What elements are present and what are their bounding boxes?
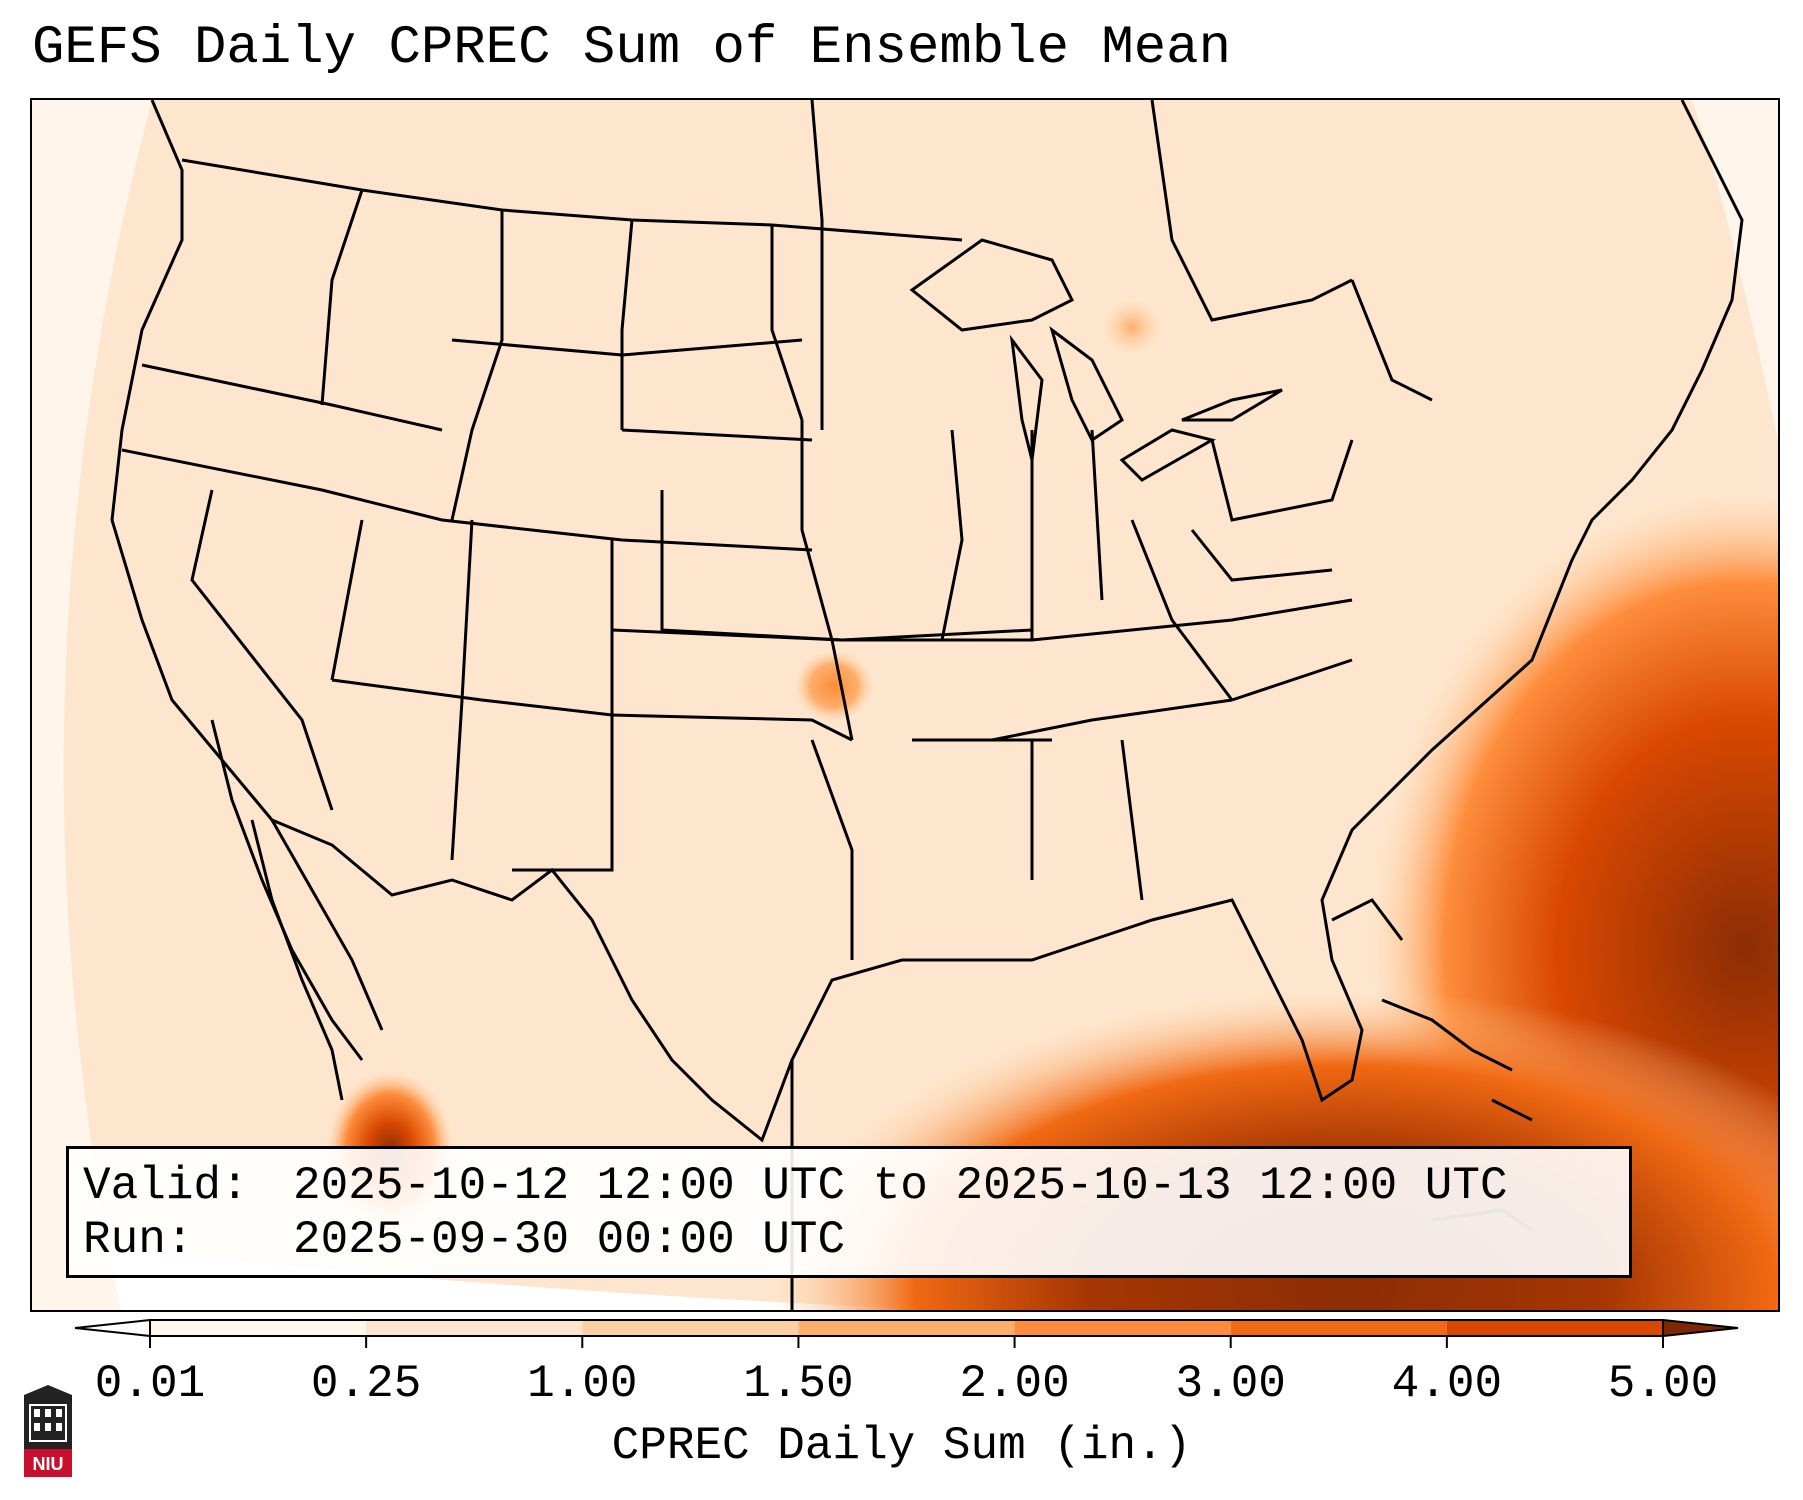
colorbar-tick-label: 1.50 bbox=[743, 1358, 854, 1410]
colorbar-segment bbox=[150, 1320, 367, 1336]
colorbar-segment bbox=[798, 1320, 1015, 1336]
state-boundaries bbox=[121, 100, 1433, 960]
colorbar-tick-label: 3.00 bbox=[1175, 1358, 1286, 1410]
run-label: Run: bbox=[83, 1214, 194, 1266]
lakes-precip bbox=[952, 260, 1252, 540]
map-svg bbox=[32, 100, 1778, 1310]
logo-text: NIU bbox=[33, 1454, 64, 1474]
colorbar-segment bbox=[366, 1320, 583, 1336]
run-value: 2025-09-30 00:00 UTC bbox=[293, 1214, 846, 1266]
valid-label: Valid: bbox=[83, 1160, 249, 1212]
outside-domain-left bbox=[32, 100, 152, 1310]
colorbar-segment bbox=[582, 1320, 799, 1336]
colorbar-under-triangle bbox=[74, 1318, 151, 1338]
colorbar bbox=[74, 1318, 1739, 1348]
colorbar-segment bbox=[1446, 1320, 1663, 1336]
colorbar-tick-label: 4.00 bbox=[1391, 1358, 1503, 1410]
colorbar-tick-label: 0.01 bbox=[94, 1358, 206, 1410]
valid-row: Valid: 2025-10-12 12:00 UTC to 2025-10-13… bbox=[83, 1159, 1615, 1213]
baja-coastline bbox=[250, 819, 384, 1101]
colorbar-tick-label: 5.00 bbox=[1607, 1358, 1719, 1410]
valid-value: 2025-10-12 12:00 UTC to 2025-10-13 12:00… bbox=[293, 1160, 1508, 1212]
colorbar-tick-label: 0.25 bbox=[310, 1358, 422, 1410]
map-title: GEFS Daily CPREC Sum of Ensemble Mean bbox=[32, 18, 1231, 79]
colorbar-over-triangle bbox=[1662, 1318, 1739, 1338]
outside-domain-right bbox=[1692, 100, 1778, 441]
plains-precip bbox=[682, 530, 1012, 830]
colorbar-outline bbox=[149, 1319, 1664, 1337]
great-lakes bbox=[909, 238, 1283, 482]
colorbar-segment bbox=[1014, 1320, 1231, 1336]
run-row: Run: 2025-09-30 00:00 UTC bbox=[83, 1213, 1615, 1267]
conus-coastline bbox=[110, 100, 1744, 1143]
colorbar-tick-label: 1.00 bbox=[527, 1358, 638, 1410]
colorbar-segment bbox=[1230, 1320, 1447, 1336]
colorbar-tick-label: 2.00 bbox=[959, 1358, 1070, 1410]
colorbar-label: CPREC Daily Sum (in.) bbox=[611, 1420, 1192, 1472]
niu-logo-icon: NIU bbox=[24, 1385, 72, 1477]
map-panel[interactable] bbox=[30, 98, 1780, 1312]
validity-info-box: Valid: 2025-10-12 12:00 UTC to 2025-10-13… bbox=[66, 1146, 1632, 1278]
